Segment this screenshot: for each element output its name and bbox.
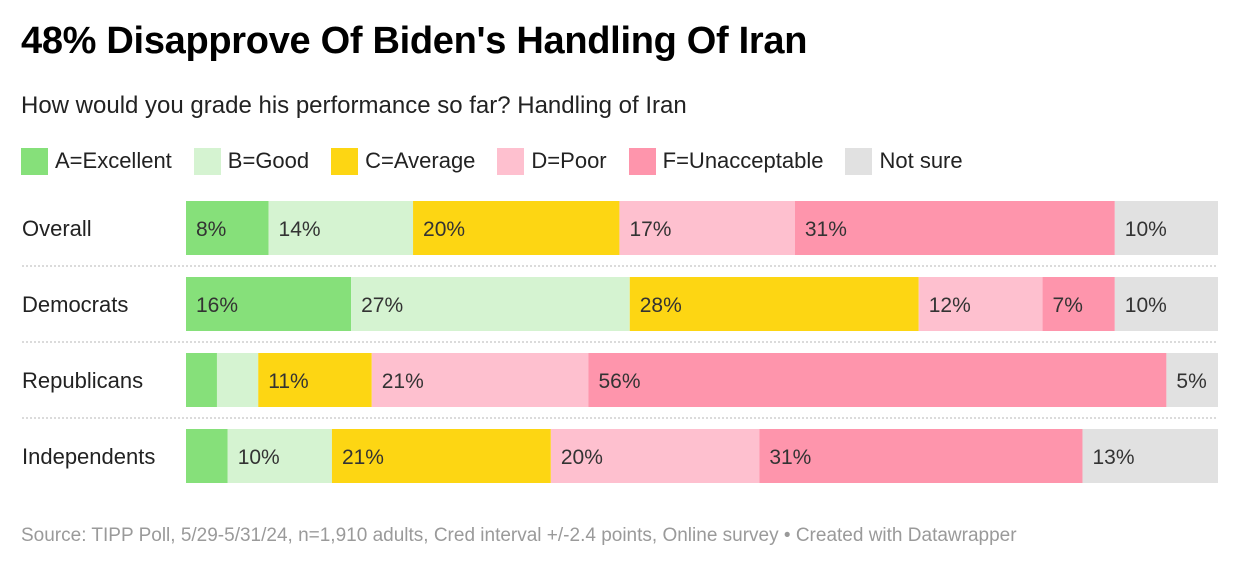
legend-item: C=Average	[331, 147, 476, 175]
bar-segment	[918, 277, 1043, 331]
stacked-bar-chart: Overall 8% 14% 20% 17% 31% 10% Democrats 16% 27% 2…	[22, 201, 1218, 483]
legend-swatch	[497, 147, 525, 175]
data-label: 27%	[361, 294, 403, 317]
bar-segment	[550, 429, 760, 483]
bar-row: Republicans 11% 21% 56% 5%	[22, 353, 1218, 419]
legend-swatch	[193, 147, 221, 175]
legend-swatch	[331, 147, 359, 175]
data-label: 14%	[279, 218, 321, 241]
category-label: Independents	[22, 444, 155, 469]
data-label: 28%	[640, 294, 682, 317]
data-label: 10%	[238, 446, 280, 469]
bar-segment	[1114, 277, 1218, 331]
bar-segment	[794, 201, 1115, 255]
bar-segment	[759, 429, 1083, 483]
legend-label: C=Average	[365, 148, 476, 173]
data-label: 21%	[382, 370, 424, 393]
bar-segment	[1166, 353, 1218, 407]
data-label: 7%	[1053, 294, 1083, 317]
source-footer: Source: TIPP Poll, 5/29-5/31/24, n=1,910…	[21, 525, 1017, 546]
bar-segment	[1082, 429, 1218, 483]
legend-label: Not sure	[879, 148, 963, 173]
legend-label: F=Unacceptable	[662, 148, 824, 173]
bar-segment	[186, 277, 352, 331]
legend-item: F=Unacceptable	[628, 147, 824, 175]
bar-segment	[629, 277, 919, 331]
bar-segment	[216, 353, 259, 407]
legend-label: A=Excellent	[55, 148, 172, 173]
data-label: 31%	[769, 446, 811, 469]
bar-segment	[413, 201, 620, 255]
bar-row: Democrats 16% 27% 28% 12% 7% 10%	[22, 277, 1218, 343]
data-label: 11%	[268, 370, 308, 393]
bar-row: Overall 8% 14% 20% 17% 31% 10%	[22, 201, 1218, 267]
bar-segment	[186, 353, 217, 407]
data-label: 8%	[196, 218, 226, 241]
data-label: 13%	[1092, 446, 1134, 469]
bar-segment	[619, 201, 795, 255]
data-label: 17%	[629, 218, 671, 241]
bar-segment	[588, 353, 1167, 407]
data-label: 16%	[196, 294, 238, 317]
legend-item: B=Good	[193, 147, 310, 175]
bar-row: Independents 10% 21% 20% 31% 13%	[22, 429, 1218, 483]
bar-segment	[1042, 277, 1115, 331]
bar-segment	[227, 429, 332, 483]
bar-segment	[258, 353, 372, 407]
bar-segment	[1114, 201, 1218, 255]
bar-segment	[371, 353, 589, 407]
legend-swatch	[21, 147, 48, 175]
data-label: 31%	[805, 218, 847, 241]
legend-label: B=Good	[227, 148, 310, 173]
data-label: 5%	[1176, 370, 1206, 393]
chart-title: 48% Disapprove Of Biden's Handling Of Ir…	[21, 20, 808, 62]
chart-subtitle: How would you grade his performance so f…	[21, 92, 687, 119]
category-label: Democrats	[22, 292, 128, 317]
data-label: 21%	[342, 446, 384, 469]
legend-item: Not sure	[845, 147, 963, 175]
data-label: 12%	[929, 294, 971, 317]
bar-segment	[268, 201, 414, 255]
legend-item: A=Excellent	[21, 147, 172, 175]
data-label: 20%	[423, 218, 465, 241]
bar-segment	[331, 429, 551, 483]
legend-item: D=Poor	[497, 147, 607, 175]
bar-segment	[186, 429, 228, 483]
legend-swatch	[845, 147, 873, 175]
legend-label: D=Poor	[531, 148, 607, 173]
data-label: 56%	[598, 370, 640, 393]
bar-segment	[186, 201, 269, 255]
data-label: 20%	[561, 446, 603, 469]
category-label: Overall	[22, 216, 92, 241]
category-label: Republicans	[22, 368, 143, 393]
data-label: 10%	[1125, 294, 1167, 317]
legend-swatch	[628, 147, 656, 175]
bar-segment	[351, 277, 630, 331]
data-label: 10%	[1125, 218, 1167, 241]
chart-legend: A=Excellent B=Good C=Average D=Poor F=Unacce…	[21, 146, 985, 176]
